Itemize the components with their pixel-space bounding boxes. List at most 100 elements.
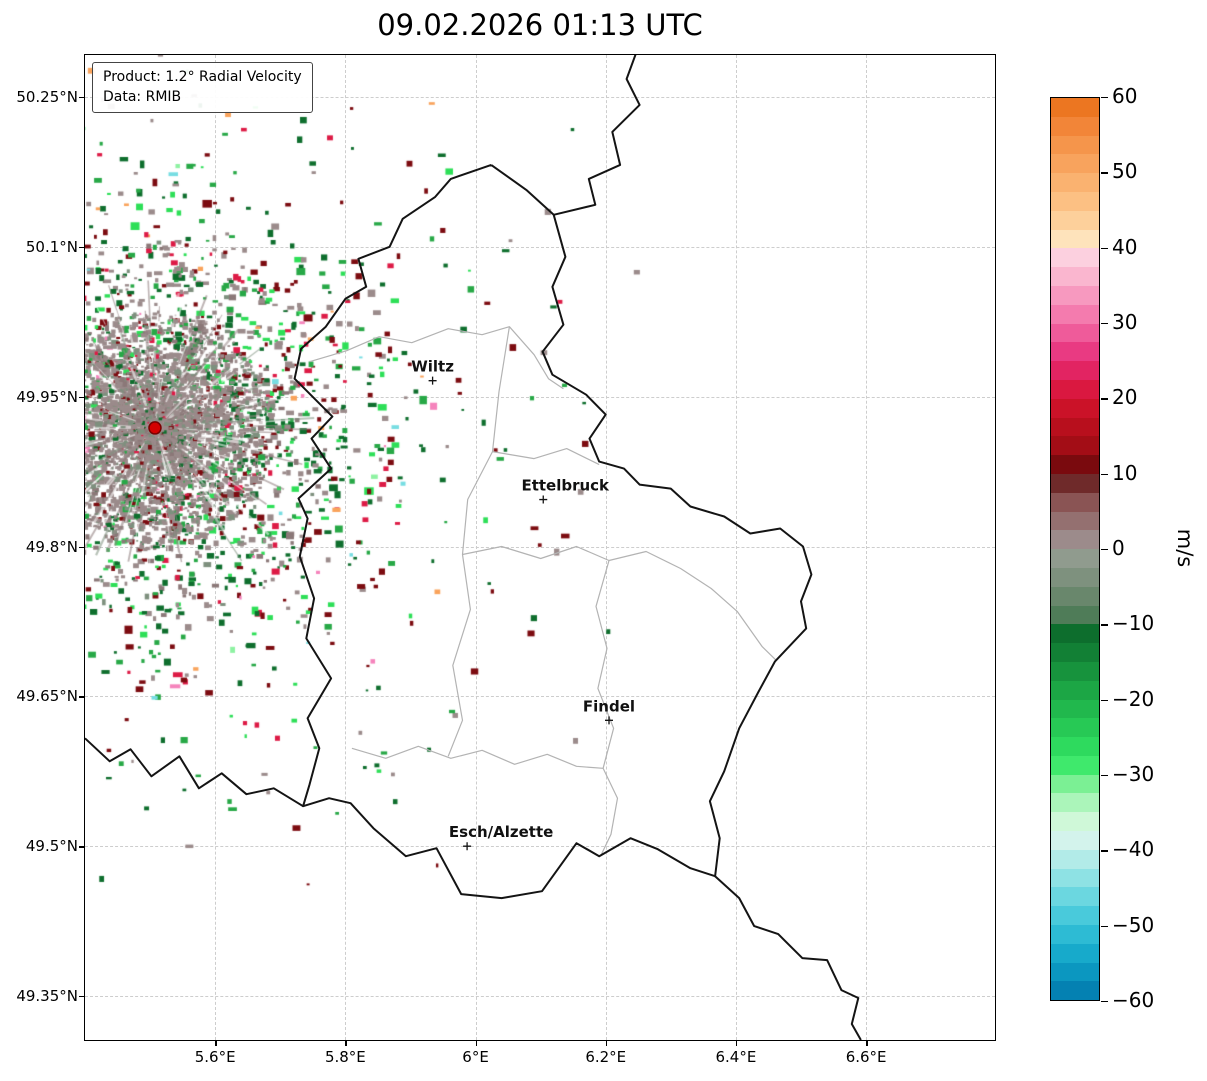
colorbar-segment: [1051, 812, 1099, 832]
colorbar-tick-mark: [1101, 398, 1108, 400]
x-tick-label: 6°E: [462, 1048, 489, 1066]
colorbar-segment: [1051, 191, 1099, 211]
colorbar-segment: [1051, 661, 1099, 681]
radar-site-marker: [148, 421, 162, 435]
colorbar-segment: [1051, 793, 1099, 813]
colorbar-segment: [1051, 567, 1099, 587]
colorbar-tick-mark: [1101, 1001, 1108, 1003]
colorbar-tick-label: 20: [1112, 385, 1138, 410]
colorbar-segment: [1051, 530, 1099, 550]
colorbar-segment: [1051, 285, 1099, 305]
colorbar-tick-mark: [1101, 699, 1108, 702]
colorbar-segment: [1051, 831, 1099, 850]
colorbar-tick-label: −40: [1112, 837, 1155, 862]
colorbar-segment: [1051, 342, 1099, 362]
colorbar-segment: [1051, 323, 1099, 343]
colorbar-tick-mark: [1101, 323, 1108, 325]
x-tick-label: 6.4°E: [715, 1048, 757, 1066]
colorbar: [1050, 97, 1100, 1001]
colorbar-segment: [1051, 210, 1099, 230]
city-label: Esch/Alzette: [449, 823, 553, 841]
y-tick-label: 49.5°N: [25, 837, 78, 856]
colorbar-tick-label: −50: [1112, 912, 1155, 937]
colorbar-segment: [1051, 492, 1099, 512]
district-border: [309, 326, 564, 390]
colorbar-segment: [1051, 605, 1099, 625]
x-tick-label: 6.6°E: [845, 1048, 887, 1066]
colorbar-segment: [1051, 680, 1099, 700]
colorbar-segment: [1051, 906, 1099, 926]
city-label: Wiltz: [411, 358, 454, 376]
y-tick-mark: [79, 246, 84, 249]
colorbar-segment: [1051, 624, 1099, 644]
x-tick-mark: [345, 1041, 347, 1046]
colorbar-segment: [1051, 981, 1099, 1001]
y-tick-mark: [79, 846, 84, 848]
colorbar-segment: [1051, 737, 1099, 756]
colorbar-segment: [1051, 549, 1099, 568]
colorbar-segment: [1051, 586, 1099, 606]
city-label: Ettelbruck: [521, 477, 610, 495]
colorbar-tick-mark: [1101, 925, 1108, 928]
colorbar-tick-label: 30: [1112, 310, 1138, 335]
colorbar-tick-label: 40: [1112, 234, 1138, 259]
colorbar-segment: [1051, 116, 1099, 136]
colorbar-segment: [1051, 304, 1099, 324]
colorbar-segment: [1051, 248, 1099, 268]
city-marker: [539, 495, 548, 504]
colorbar-segment: [1051, 868, 1099, 888]
district-border: [492, 448, 600, 466]
colorbar-tick-mark: [1101, 172, 1108, 174]
colorbar-tick-label: −60: [1112, 988, 1155, 1013]
colorbar-segment: [1051, 718, 1099, 738]
colorbar-tick-mark: [1101, 549, 1108, 551]
y-tick-label: 50.1°N: [25, 237, 78, 256]
colorbar-segment: [1051, 398, 1099, 418]
district-border: [462, 545, 777, 661]
y-tick-mark: [79, 96, 84, 99]
district-border: [351, 745, 604, 769]
x-tick-label: 5.6°E: [194, 1048, 236, 1066]
colorbar-segment: [1051, 455, 1099, 474]
y-tick-label: 50.25°N: [16, 87, 78, 106]
colorbar-segment: [1051, 154, 1099, 174]
colorbar-tick-mark: [1101, 247, 1108, 250]
colorbar-tick-mark: [1101, 97, 1108, 99]
country-border: [714, 875, 862, 1040]
colorbar-tick-mark: [1101, 775, 1108, 777]
x-tick-mark: [215, 1041, 217, 1046]
plot-area: Product: 1.2° Radial Velocity Data: RMIB…: [85, 55, 995, 1040]
colorbar-segment: [1051, 643, 1099, 662]
colorbar-tick-label: −30: [1112, 762, 1155, 787]
y-tick-mark: [79, 996, 84, 998]
x-tick-label: 6.2°E: [585, 1048, 627, 1066]
colorbar-segment: [1051, 887, 1099, 907]
colorbar-segment: [1051, 962, 1099, 982]
colorbar-segment: [1051, 135, 1099, 155]
x-tick-label: 5.8°E: [324, 1048, 366, 1066]
y-tick-mark: [79, 696, 84, 698]
map-overlay: Wiltz Ettelbruck Findel Esch/Alzette: [85, 55, 862, 1040]
colorbar-tick-label: 50: [1112, 159, 1138, 184]
colorbar-tick-label: −10: [1112, 611, 1155, 636]
country-border: [553, 55, 641, 216]
district-border: [595, 560, 619, 857]
colorbar-tick-label: −20: [1112, 686, 1155, 711]
legend-data-line: Data: RMIB: [103, 89, 182, 106]
colorbar-segment: [1051, 417, 1099, 437]
colorbar-segment: [1051, 943, 1099, 963]
colorbar-segment: [1051, 267, 1099, 286]
colorbar-tick-mark: [1101, 624, 1108, 626]
product-legend: Product: 1.2° Radial Velocity Data: RMIB: [92, 62, 313, 113]
x-tick-mark: [605, 1041, 608, 1046]
x-tick-mark: [866, 1041, 868, 1046]
colorbar-segment: [1051, 849, 1099, 869]
colorbar-segment: [1051, 436, 1099, 456]
country-border: [293, 163, 813, 900]
radar-echo-canvas: [85, 55, 995, 1040]
colorbar-segment: [1051, 379, 1099, 399]
colorbar-segment: [1051, 229, 1099, 249]
y-tick-label: 49.8°N: [25, 537, 78, 556]
x-tick-mark: [475, 1041, 477, 1046]
